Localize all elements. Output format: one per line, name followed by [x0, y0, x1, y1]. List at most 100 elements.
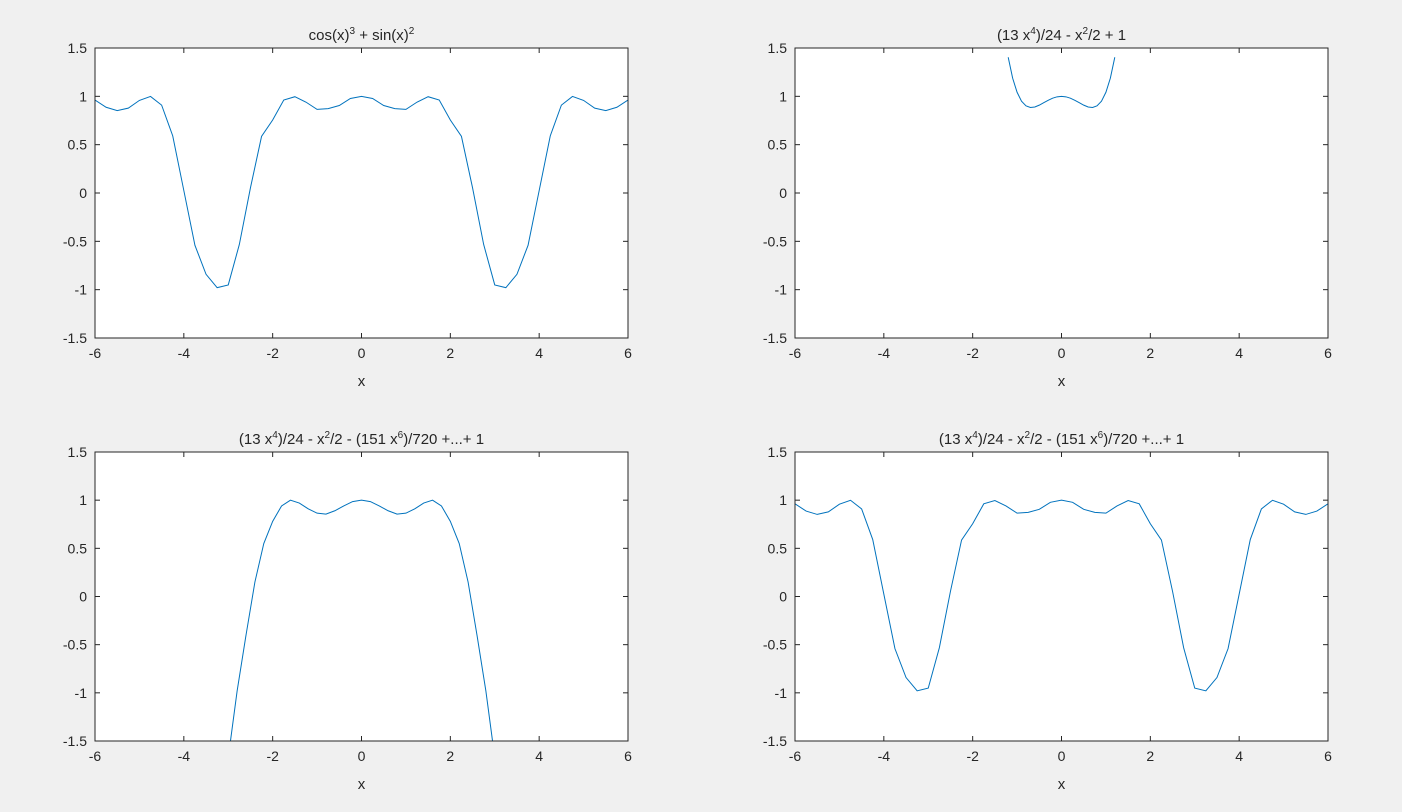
y-tick-label: -0.5 — [63, 637, 87, 653]
x-tick-label: 4 — [535, 748, 543, 764]
title-segment: )/24 - x — [1036, 27, 1083, 44]
title-superscript: 4 — [272, 430, 278, 441]
title-superscript: 2 — [409, 26, 415, 37]
title-segment: + sin(x) — [355, 27, 409, 44]
plot-area — [95, 452, 628, 741]
x-tick-label: -6 — [89, 748, 102, 764]
x-tick-label: 6 — [1324, 748, 1332, 764]
x-tick-label: -4 — [178, 345, 191, 361]
title-segment: (13 x — [239, 431, 273, 448]
subplot-bottom-right: -6 -4 -2 0 2 4 6-1.5-1-0.500.511.5x(13 x4)/24 … — [763, 430, 1332, 793]
x-tick-label: 6 — [624, 748, 632, 764]
y-tick-label: -0.5 — [763, 233, 787, 249]
subplot-title: cos(x)3 + sin(x)2 — [309, 26, 415, 44]
title-segment: )/24 - x — [978, 431, 1025, 448]
y-tick-label: 1.5 — [768, 40, 788, 56]
x-tick-label: -4 — [878, 748, 891, 764]
title-segment: /2 - (151 x — [330, 431, 398, 448]
plot-area — [795, 48, 1328, 338]
x-axis-label: x — [358, 373, 366, 390]
x-tick-label: 0 — [358, 345, 366, 361]
y-tick-label: -1 — [75, 282, 88, 298]
subplot-title: (13 x4)/24 - x2/2 - (151 x6)/720 +...+ 1 — [239, 430, 484, 448]
y-tick-label: 0 — [79, 185, 87, 201]
title-superscript: 2 — [1025, 430, 1031, 441]
title-segment: )/720 +...+ 1 — [1103, 431, 1184, 448]
x-tick-label: 4 — [1235, 345, 1243, 361]
subplot-title: (13 x4)/24 - x2/2 + 1 — [997, 26, 1126, 44]
subplot-top-left: -6 -4 -2 0 2 4 6 -1.5 -1 -0.5 0 0.5 1 1.5 x cos(x)3 + s… — [63, 26, 632, 390]
title-segment: /2 + 1 — [1088, 27, 1126, 44]
title-segment: )/720 +...+ 1 — [403, 431, 484, 448]
title-segment: /2 - (151 x — [1030, 431, 1098, 448]
x-tick-label: 0 — [1058, 748, 1066, 764]
y-tick-label: -1.5 — [763, 733, 787, 749]
y-tick-label: 0 — [779, 589, 787, 605]
x-tick-label: -2 — [266, 345, 279, 361]
y-tick-label: 1 — [779, 88, 787, 104]
y-tick-label: -1 — [775, 685, 788, 701]
x-tick-label: 0 — [358, 748, 366, 764]
title-superscript: 4 — [972, 430, 978, 441]
y-tick-label: -1 — [775, 282, 788, 298]
x-tick-label: -6 — [89, 345, 102, 361]
x-tick-label: 4 — [1235, 748, 1243, 764]
title-segment: )/24 - x — [278, 431, 325, 448]
x-tick-label: 6 — [624, 345, 632, 361]
y-tick-label: 0.5 — [768, 137, 788, 153]
x-tick-label: 2 — [1146, 345, 1154, 361]
plot-area — [795, 452, 1328, 741]
x-tick-label: -6 — [789, 345, 802, 361]
y-tick-label: -1.5 — [63, 733, 87, 749]
x-tick-label: -2 — [966, 345, 979, 361]
x-axis-label: x — [358, 776, 366, 793]
series-line — [229, 499, 494, 741]
y-tick-label: 0.5 — [68, 137, 88, 153]
y-tick-label: 1.5 — [768, 444, 788, 460]
x-tick-label: -4 — [178, 748, 191, 764]
x-tick-label: 6 — [1324, 345, 1332, 361]
subplot-title: (13 x4)/24 - x2/2 - (151 x6)/720 +...+ 1 — [939, 430, 1184, 448]
x-tick-label: -4 — [878, 345, 891, 361]
subplot-bottom-left: -6 -4 -2 0 2 4 6-1.5-1-0.500.511.5x(13 x4)/24 … — [63, 430, 632, 793]
y-tick-label: 0 — [79, 589, 87, 605]
y-tick-label: -1.5 — [763, 330, 787, 346]
y-tick-label: 1.5 — [68, 444, 88, 460]
series-line — [1007, 57, 1116, 108]
y-tick-label: -1 — [75, 685, 88, 701]
y-tick-label: 1 — [79, 492, 87, 508]
x-tick-label: 2 — [1146, 748, 1154, 764]
series-line — [95, 95, 628, 289]
title-segment: (13 x — [939, 431, 973, 448]
title-superscript: 3 — [349, 26, 355, 37]
y-tick-label: 0 — [779, 185, 787, 201]
title-superscript: 6 — [398, 430, 404, 441]
y-tick-label: 1.5 — [68, 40, 88, 56]
x-tick-label: 2 — [446, 748, 454, 764]
x-tick-label: 2 — [446, 345, 454, 361]
series-line — [795, 499, 1328, 692]
x-tick-label: -6 — [789, 748, 802, 764]
title-superscript: 2 — [325, 430, 331, 441]
title-segment: cos(x) — [309, 27, 350, 44]
x-axis-label: x — [1058, 776, 1066, 793]
subplot-top-right: -6 -4 -2 0 2 4 6-1.5-1-0.500.511.5x(13 x4)/24 … — [763, 26, 1332, 390]
y-tick-label: -0.5 — [763, 637, 787, 653]
y-tick-label: 0.5 — [68, 540, 88, 556]
y-tick-label: -0.5 — [63, 233, 87, 249]
y-tick-label: 1 — [779, 492, 787, 508]
x-tick-label: -2 — [266, 748, 279, 764]
title-superscript: 4 — [1030, 26, 1036, 37]
x-tick-label: 4 — [535, 345, 543, 361]
y-tick-label: 0.5 — [768, 540, 788, 556]
title-segment: (13 x — [997, 27, 1031, 44]
title-superscript: 6 — [1098, 430, 1104, 441]
title-superscript: 2 — [1083, 26, 1089, 37]
x-axis-label: x — [1058, 373, 1066, 390]
plot-area — [95, 48, 628, 338]
x-tick-label: 0 — [1058, 345, 1066, 361]
x-tick-label: -2 — [966, 748, 979, 764]
y-tick-label: 1 — [79, 88, 87, 104]
y-tick-label: -1.5 — [63, 330, 87, 346]
